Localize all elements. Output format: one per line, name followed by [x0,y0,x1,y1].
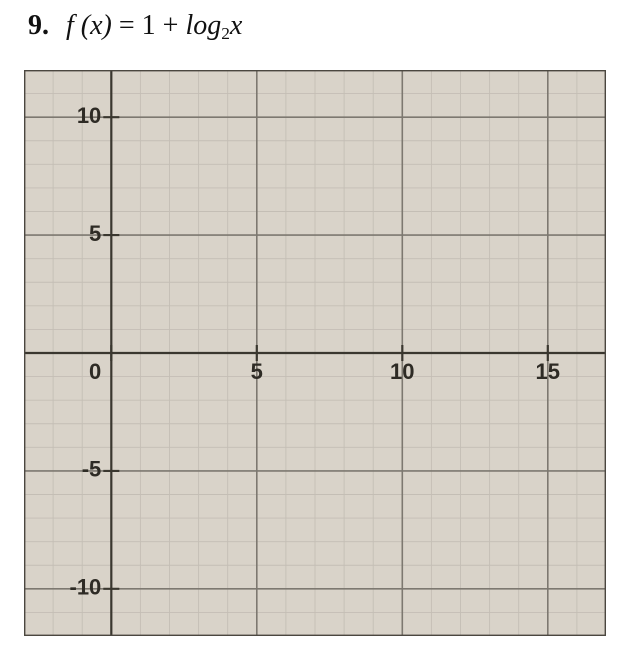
function-lhs: f (x) [66,10,112,41]
problem-equation: 9. f (x) = 1 + log2x [28,10,242,44]
coordinate-grid: 0 5 10 15 10 5 -5 -10 [24,70,606,636]
y-tick-label: 10 [77,103,101,128]
y-tick-label: 5 [89,221,101,246]
rhs-prefix: 1 + [142,10,179,41]
x-tick-label: 15 [536,359,560,384]
equals-sign: = [119,10,135,41]
log-arg: x [230,10,242,41]
log-base: 2 [221,24,230,43]
x-tick-label: 0 [89,359,101,384]
log-word: log [185,10,221,41]
y-tick-label: -10 [70,575,102,600]
x-tick-label: 10 [390,359,414,384]
y-tick-label: -5 [82,457,102,482]
problem-number: 9. [28,10,49,41]
x-tick-label: 5 [251,359,263,384]
